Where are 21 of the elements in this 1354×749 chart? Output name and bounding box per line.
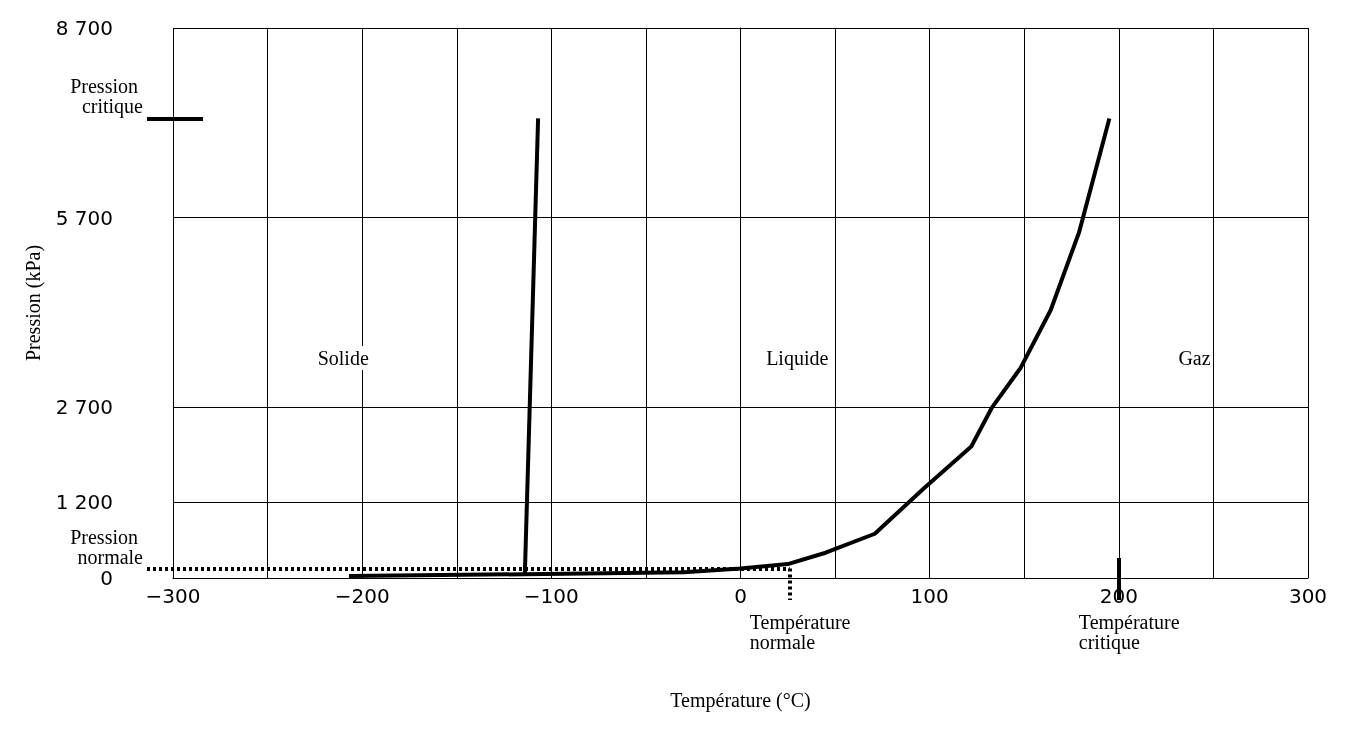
x-axis-title: Température (°C) [670,689,811,712]
y-axis-title: Pression (kPa) [22,244,45,362]
x-tick-label: −100 [523,584,579,608]
ref-line-label: Température critique [1078,611,1185,654]
x-tick-label: 0 [734,584,747,608]
x-tick-label: −300 [145,584,201,608]
y-tick-label: 8 700 [55,16,113,40]
y-tick-label: 2 700 [55,395,113,420]
y-tick-label: 0 [100,566,113,590]
annotation: Gaz [1178,347,1211,369]
y-tick-label: 5 700 [55,205,113,230]
x-tick-label: −200 [334,584,390,608]
ref-line-label: Température normale [749,611,856,653]
x-tick-label: 200 [1099,584,1138,608]
ref-line-label: Pression normale [70,525,144,568]
x-tick-label: 100 [910,584,949,608]
annotation: Liquide [766,347,829,370]
y-tick-label: 1 200 [55,490,113,515]
annotation: Solide [317,347,369,369]
x-tick-label: 300 [1288,584,1328,608]
ref-line-label: Pression critique [70,75,144,119]
